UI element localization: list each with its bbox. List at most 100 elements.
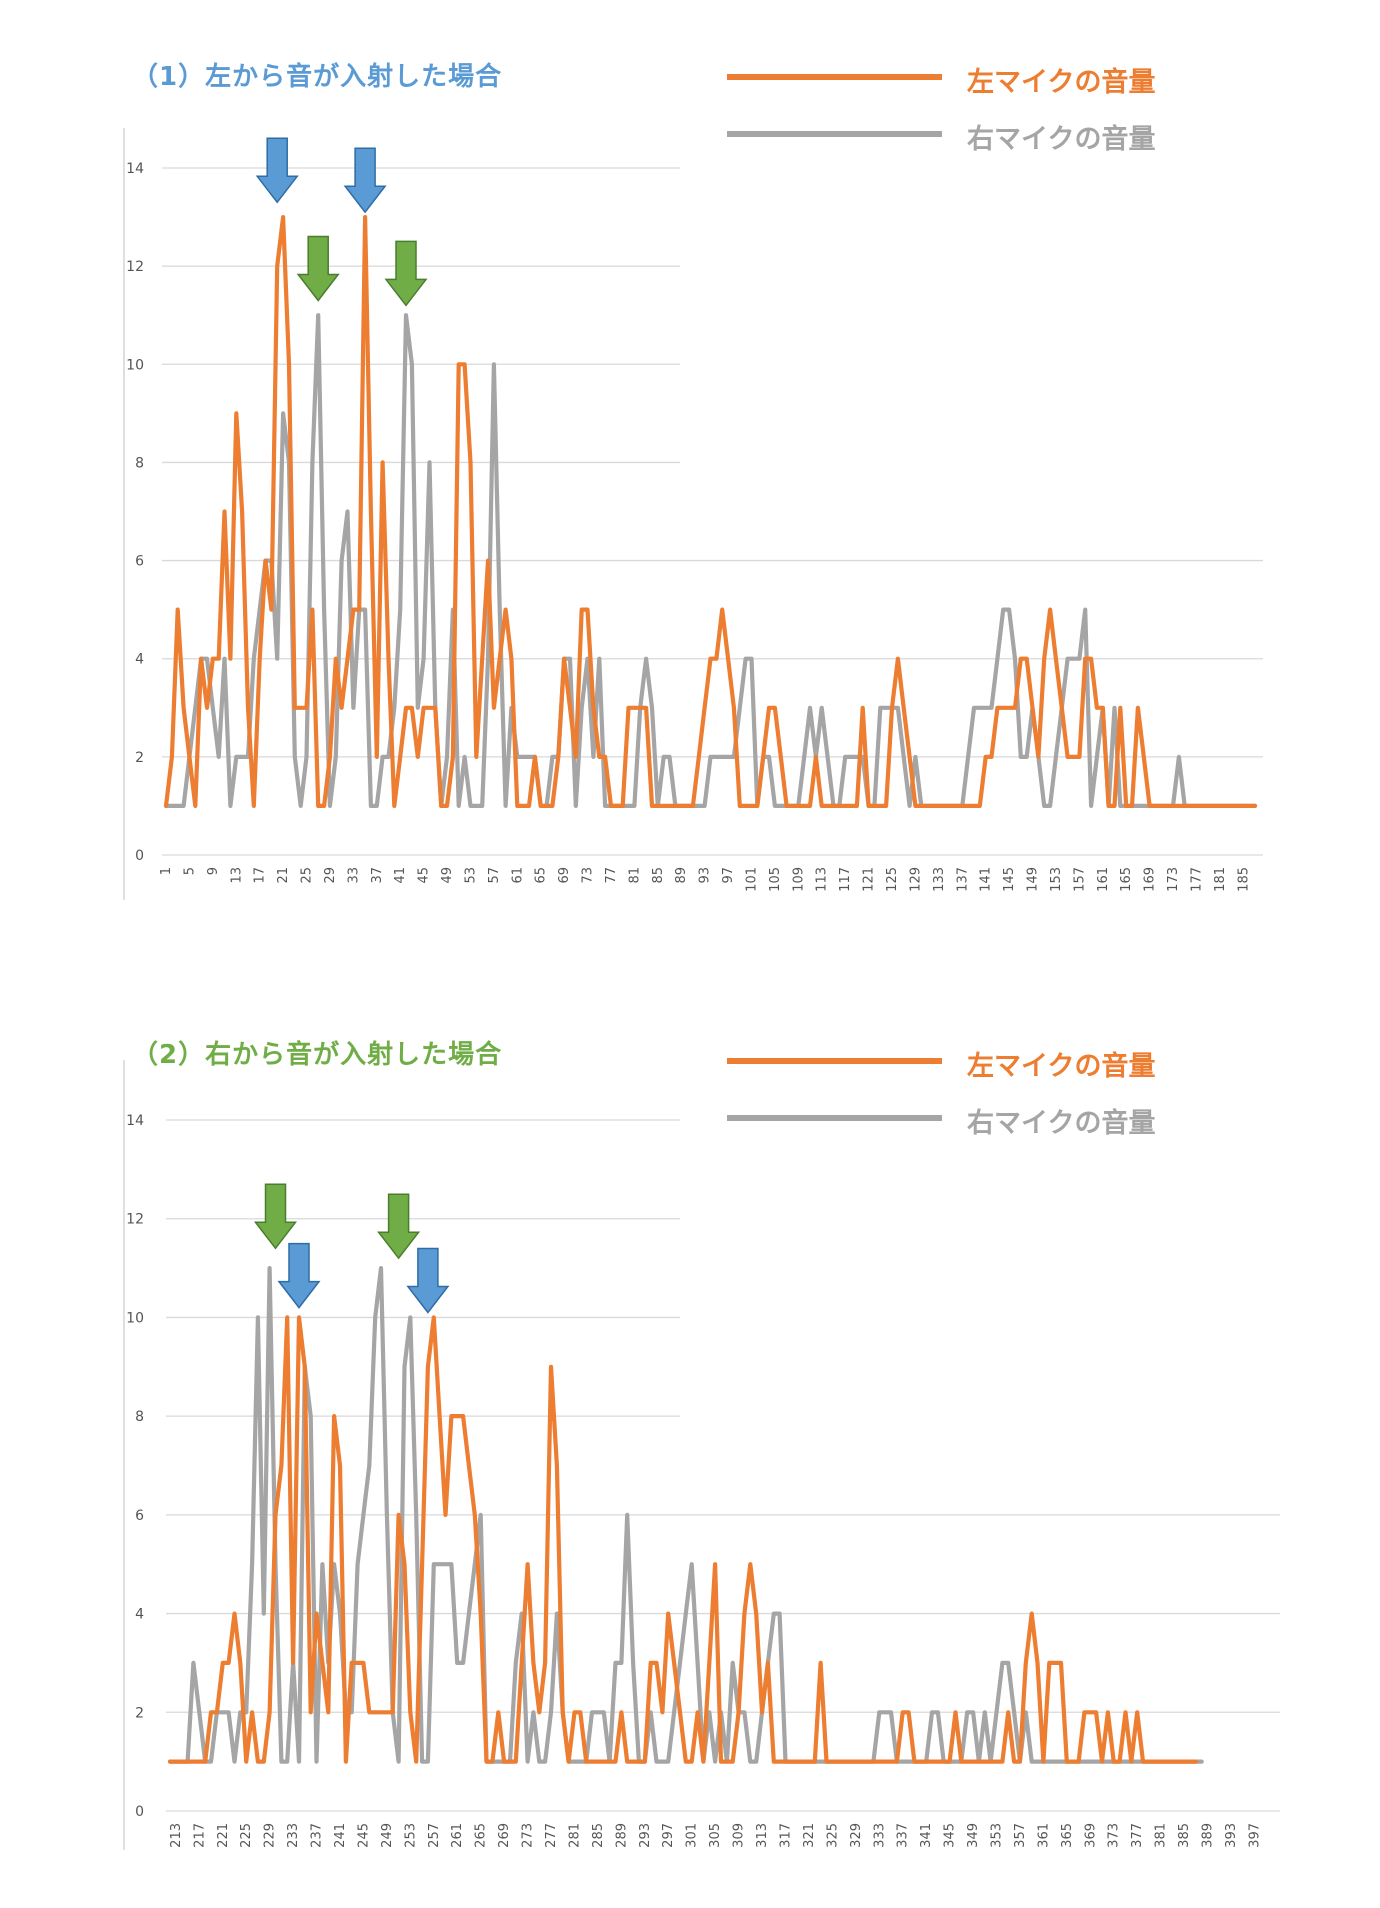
x-tick-label: 73 bbox=[581, 867, 596, 884]
x-tick-label: 1 bbox=[159, 867, 174, 875]
y-tick-label: 4 bbox=[135, 1607, 144, 1623]
x-tick-label: 141 bbox=[979, 867, 994, 892]
x-tick-label: 393 bbox=[1224, 1823, 1239, 1848]
x-tick-label: 301 bbox=[685, 1823, 700, 1848]
x-tick-label: 305 bbox=[708, 1823, 723, 1848]
x-tick-label: 281 bbox=[567, 1823, 582, 1848]
x-tick-label: 129 bbox=[908, 867, 923, 892]
x-tick-label: 89 bbox=[674, 867, 689, 884]
y-tick-label: 6 bbox=[135, 1508, 144, 1524]
x-tick-label: 397 bbox=[1247, 1823, 1262, 1848]
y-tick-label: 10 bbox=[126, 1310, 144, 1326]
chart-right-incidence: 0 2 4 6 8 10 12 14 213 217 221 225 229 233 237 241 245 24… bbox=[123, 1060, 1280, 1850]
x-tick-label: 149 bbox=[1026, 867, 1041, 892]
x-tick-label: 97 bbox=[721, 867, 736, 884]
legend-item-right-mic: 右マイクの音量 bbox=[727, 1098, 1247, 1139]
y-tick-label: 14 bbox=[126, 161, 144, 177]
legend-label-right-mic: 右マイクの音量 bbox=[967, 124, 1156, 155]
x-tick-label: 329 bbox=[849, 1823, 864, 1848]
x-tick-label: 389 bbox=[1201, 1823, 1216, 1848]
x-tick-label: 137 bbox=[955, 867, 970, 892]
x-tick-label: 325 bbox=[825, 1823, 840, 1848]
y-tick-label: 4 bbox=[135, 652, 144, 668]
x-tick-label: 169 bbox=[1143, 867, 1158, 892]
x-tick-label: 157 bbox=[1072, 867, 1087, 892]
y-tick-label: 6 bbox=[135, 554, 144, 570]
legend-line-right-mic bbox=[727, 131, 942, 137]
x-tick-label: 221 bbox=[216, 1823, 231, 1848]
x-tick-label: 265 bbox=[474, 1823, 489, 1848]
x-tick-label: 241 bbox=[333, 1823, 348, 1848]
x-tick-label: 177 bbox=[1189, 867, 1204, 892]
y-tick-label: 2 bbox=[135, 750, 144, 766]
x-tick-label: 225 bbox=[239, 1823, 254, 1848]
x-tick-label: 93 bbox=[698, 867, 713, 884]
x-tick-label: 381 bbox=[1154, 1823, 1169, 1848]
legend-line-left-mic bbox=[727, 1058, 942, 1064]
x-tick-label: 5 bbox=[182, 867, 197, 875]
x-tick-label: 357 bbox=[1013, 1823, 1028, 1848]
x-tick-label: 45 bbox=[417, 867, 432, 884]
x-tick-label: 53 bbox=[463, 867, 478, 884]
x-tick-label: 145 bbox=[1002, 867, 1017, 892]
x-tick-label: 65 bbox=[534, 867, 549, 884]
x-tick-label: 309 bbox=[732, 1823, 747, 1848]
y-tick-label: 14 bbox=[126, 1113, 144, 1129]
x-tick-label: 181 bbox=[1213, 867, 1228, 892]
x-tick-label: 125 bbox=[885, 867, 900, 892]
chart-panel-right-incidence: 0 2 4 6 8 10 12 14 213 217 221 225 229 233 237 241 245 24… bbox=[0, 950, 1380, 1850]
y-tick-label: 0 bbox=[135, 848, 144, 864]
x-tick-label: 57 bbox=[487, 867, 502, 884]
x-tick-label: 229 bbox=[263, 1823, 278, 1848]
x-tick-label: 337 bbox=[896, 1823, 911, 1848]
legend-item-left-mic: 左マイクの音量 bbox=[727, 1041, 1247, 1082]
x-tick-label: 121 bbox=[862, 867, 877, 892]
x-tick-label: 377 bbox=[1130, 1823, 1145, 1848]
y-tick-label: 0 bbox=[135, 1804, 144, 1820]
x-tick-label: 285 bbox=[591, 1823, 606, 1848]
x-tick-label: 41 bbox=[393, 867, 408, 884]
blue-arrow-marker bbox=[277, 1242, 321, 1309]
x-tick-label: 101 bbox=[744, 867, 759, 892]
x-tick-label: 289 bbox=[614, 1823, 629, 1848]
legend-label-left-mic: 左マイクの音量 bbox=[967, 1051, 1156, 1082]
x-tick-label: 185 bbox=[1236, 867, 1251, 892]
x-tick-label: 13 bbox=[229, 867, 244, 884]
x-tick-label: 249 bbox=[380, 1823, 395, 1848]
x-tick-label: 29 bbox=[323, 867, 338, 884]
x-tick-label: 237 bbox=[310, 1823, 325, 1848]
green-arrow-marker bbox=[296, 235, 340, 302]
y-tick-label: 12 bbox=[126, 259, 144, 275]
chart-title: （2）右から音が入射した場合 bbox=[132, 1040, 503, 1070]
blue-arrow-marker bbox=[255, 137, 299, 204]
x-tick-label: 49 bbox=[440, 867, 455, 884]
green-arrow-marker bbox=[253, 1183, 298, 1250]
x-tick-label: 297 bbox=[661, 1823, 676, 1848]
blue-arrow-marker bbox=[343, 147, 387, 214]
x-tick-label: 17 bbox=[253, 867, 268, 884]
x-tick-label: 257 bbox=[427, 1823, 442, 1848]
x-tick-label: 293 bbox=[638, 1823, 653, 1848]
series-line-right-mic bbox=[163, 313, 1258, 808]
x-tick-label: 253 bbox=[403, 1823, 418, 1848]
x-tick-label: 69 bbox=[557, 867, 572, 884]
legend-item-right-mic: 右マイクの音量 bbox=[727, 114, 1247, 155]
x-tick-label: 9 bbox=[206, 867, 221, 875]
x-tick-label: 273 bbox=[521, 1823, 536, 1848]
legend-line-right-mic bbox=[727, 1115, 942, 1121]
x-tick-label: 317 bbox=[778, 1823, 793, 1848]
x-tick-label: 385 bbox=[1177, 1823, 1192, 1848]
x-tick-label: 365 bbox=[1060, 1823, 1075, 1848]
legend-item-left-mic: 左マイクの音量 bbox=[727, 57, 1247, 98]
y-tick-label: 12 bbox=[126, 1212, 144, 1228]
x-tick-label: 213 bbox=[169, 1823, 184, 1848]
y-tick-label: 8 bbox=[135, 1409, 144, 1425]
x-tick-label: 373 bbox=[1107, 1823, 1122, 1848]
x-tick-label: 245 bbox=[356, 1823, 371, 1848]
chart-panel-left-incidence: 0 2 4 6 8 10 12 14 1 5 9 13 17 21 25 29 33 37 41 45 49 53 57 61… bbox=[0, 0, 1380, 900]
x-tick-label: 25 bbox=[300, 867, 315, 884]
x-tick-label: 153 bbox=[1049, 867, 1064, 892]
x-tick-label: 165 bbox=[1119, 867, 1134, 892]
legend-label-left-mic: 左マイクの音量 bbox=[967, 67, 1156, 98]
